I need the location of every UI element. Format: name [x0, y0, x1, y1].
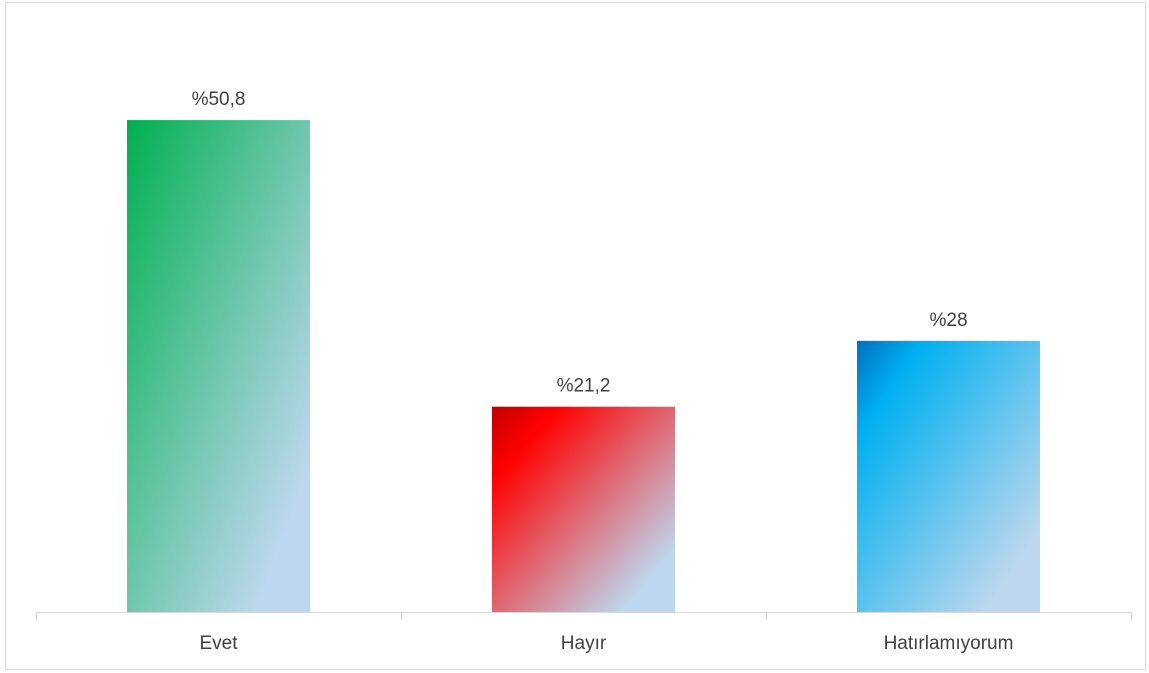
data-label: %21,2	[557, 376, 611, 397]
bar-2	[492, 406, 675, 612]
x-tick-label: Hatırlamıyorum	[884, 633, 1014, 654]
bar-3	[857, 340, 1040, 612]
data-label: %28	[929, 310, 967, 331]
bar-1	[127, 120, 310, 612]
x-tick-label: Hayır	[561, 633, 607, 654]
x-tick-label: Evet	[199, 633, 238, 654]
data-label: %50,8	[192, 89, 246, 110]
